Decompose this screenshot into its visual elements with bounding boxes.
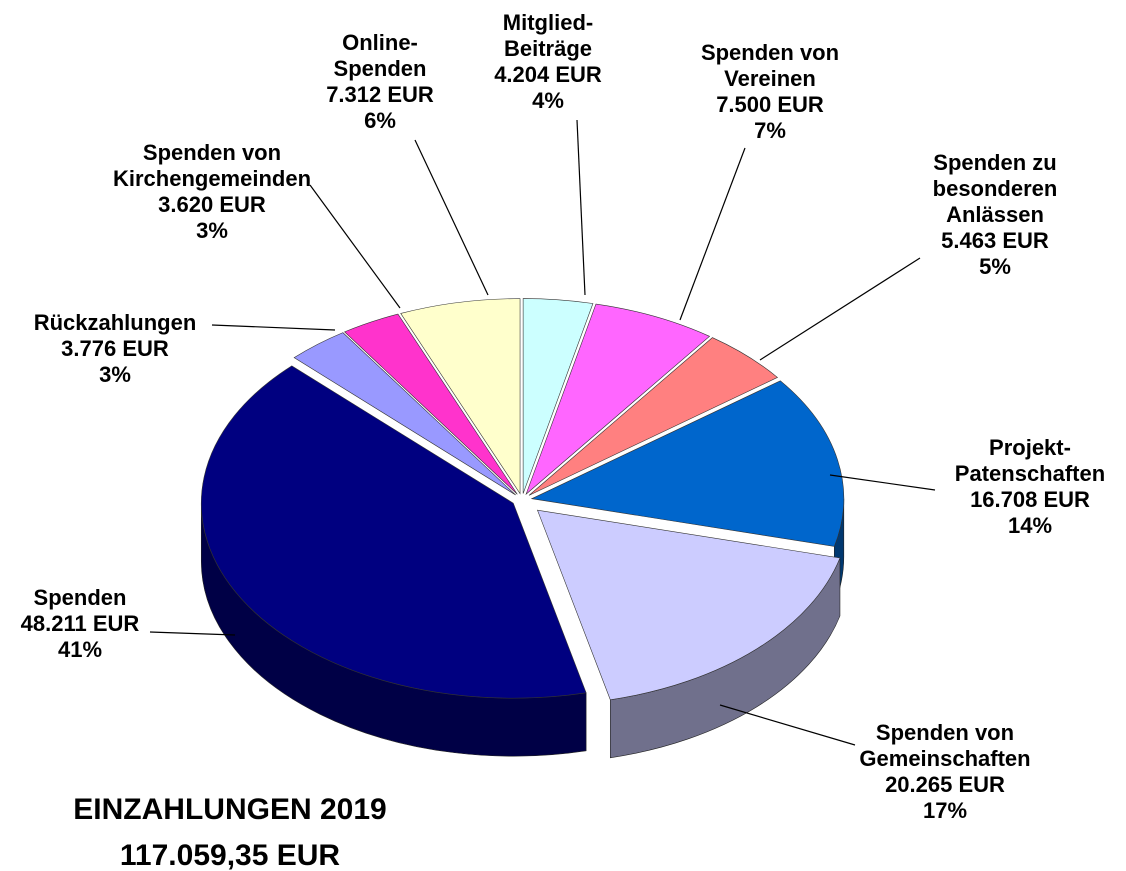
slice-label: Spenden von Kirchengemeinden 3.620 EUR 3%	[113, 140, 311, 244]
slice	[293, 332, 516, 496]
percent-label: 41%	[57, 637, 103, 662]
slice-name: Spenden	[33, 585, 127, 610]
slice-label: Spenden von Vereinen 7.500 EUR 7%	[701, 40, 839, 144]
slice	[530, 380, 845, 547]
slice-name: Spenden von Kirchengemeinden	[112, 140, 312, 191]
value-label: 7.500 EUR	[716, 92, 824, 117]
chart-subtitle: 117.059,35 EUR	[119, 839, 341, 871]
leader-line	[309, 184, 401, 309]
value-label: 16.708 EUR	[970, 487, 1090, 512]
slice-label: Rückzahlungen 3.776 EUR 3%	[34, 310, 197, 388]
slice-label: Spenden zu besonderen Anlässen 5.463 EUR 5…	[933, 150, 1058, 280]
percent-label: 5%	[979, 254, 1011, 279]
slice-tops	[201, 298, 845, 701]
slice-name: Mitglied- Beiträge	[502, 10, 594, 61]
chart-title: EINZAHLUNGEN 2019	[73, 793, 387, 826]
slice-label: Projekt- Patenschaften 16.708 EUR 14%	[955, 435, 1105, 539]
percent-label: 4%	[532, 88, 564, 113]
leader-line	[719, 704, 856, 746]
slice-name: Spenden von Gemeinschaften	[859, 720, 1031, 771]
slice	[522, 298, 594, 494]
value-label: 20.265 EUR	[885, 772, 1005, 797]
slice	[400, 298, 521, 495]
percent-label: 6%	[364, 108, 396, 133]
value-label: 4.204 EUR	[494, 62, 602, 87]
slice	[536, 509, 841, 701]
slice	[528, 337, 779, 496]
slice-name: Spenden zu besonderen Anlässen	[932, 150, 1058, 227]
leader-line	[679, 147, 746, 321]
percent-label: 3%	[196, 218, 228, 243]
slice-name: Online- Spenden	[333, 30, 427, 81]
slice-label: Mitglied- Beiträge 4.204 EUR 4%	[494, 10, 602, 114]
slice	[344, 313, 518, 495]
leader-line	[829, 474, 936, 491]
slice-name: Spenden von Vereinen	[700, 40, 840, 91]
leader-line	[576, 119, 586, 296]
value-label: 3.776 EUR	[61, 336, 169, 361]
leader-line	[149, 631, 236, 636]
value-label: 3.620 EUR	[158, 192, 266, 217]
percent-label: 17%	[922, 798, 968, 823]
percent-label: 3%	[99, 362, 131, 387]
percent-label: 14%	[1007, 513, 1053, 538]
slice	[201, 365, 587, 699]
slice	[525, 303, 711, 496]
slice-name: Projekt- Patenschaften	[954, 435, 1106, 486]
slice-label: Spenden von Gemeinschaften 20.265 EUR 17%	[859, 720, 1030, 824]
slice-label: Online- Spenden 7.312 EUR 6%	[326, 30, 434, 134]
leader-line	[414, 139, 489, 296]
leader-line	[211, 324, 336, 331]
slice-label: Spenden 48.211 EUR 41%	[21, 585, 140, 663]
slice-name: Rückzahlungen	[33, 310, 197, 335]
percent-label: 7%	[754, 118, 786, 143]
value-label: 48.211 EUR	[20, 611, 140, 636]
value-label: 5.463 EUR	[941, 228, 1049, 253]
value-label: 7.312 EUR	[326, 82, 434, 107]
leader-line	[759, 257, 921, 361]
